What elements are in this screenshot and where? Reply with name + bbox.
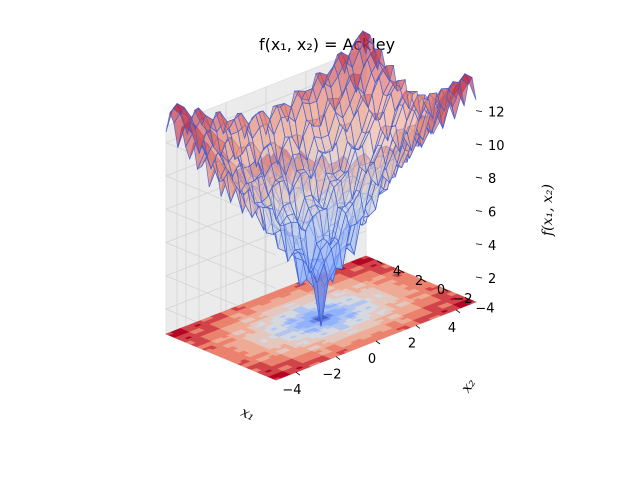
z-tick-mark xyxy=(475,110,483,113)
z-tick-label: 8 xyxy=(488,172,496,187)
grid-line-z xyxy=(165,208,277,256)
z-tick-label: 10 xyxy=(488,139,505,154)
z-tick-label: 6 xyxy=(488,205,496,220)
z-tick-label: 2 xyxy=(488,272,496,287)
y-tick-label: −2 xyxy=(453,292,472,307)
y-tick-label: 4 xyxy=(393,265,401,280)
x-tick-mark xyxy=(295,371,301,376)
y-tick-mark xyxy=(442,287,449,292)
x-tick-label: 0 xyxy=(368,352,376,367)
x-tick-label: −4 xyxy=(282,383,301,398)
y-tick-mark xyxy=(420,278,427,283)
z-axis-label: f(x₁, x₂) xyxy=(540,184,556,237)
z-tick-mark xyxy=(475,210,483,212)
y-tick-label: −4 xyxy=(475,301,494,316)
surface xyxy=(165,30,477,327)
z-tick-label: 12 xyxy=(488,106,505,121)
x-axis-label: x₁ xyxy=(238,404,257,424)
contour-projection xyxy=(165,255,477,381)
y-tick-label: 0 xyxy=(437,283,445,298)
x-tick-mark xyxy=(455,309,461,314)
x-tick-label: −2 xyxy=(322,368,341,383)
z-tick-label: 4 xyxy=(488,239,496,254)
grid-line-z xyxy=(165,242,277,289)
z-tick-mark xyxy=(475,143,483,146)
y-tick-mark xyxy=(464,297,471,301)
x-tick-label: 2 xyxy=(408,336,416,351)
x-tick-mark xyxy=(335,356,341,360)
contour-cell xyxy=(360,255,370,260)
x-tick-mark xyxy=(415,325,421,329)
z-tick-mark xyxy=(475,176,483,179)
y-tick-label: 2 xyxy=(415,274,423,289)
y-tick-mark xyxy=(376,260,383,264)
y-tick-mark xyxy=(398,269,405,274)
surface-patch xyxy=(165,103,178,133)
z-tick-mark xyxy=(475,276,483,279)
z-tick-mark xyxy=(475,243,483,246)
x-tick-label: 4 xyxy=(448,321,456,336)
y-axis-label: x₂ xyxy=(458,375,479,395)
x-tick-mark xyxy=(375,340,381,345)
